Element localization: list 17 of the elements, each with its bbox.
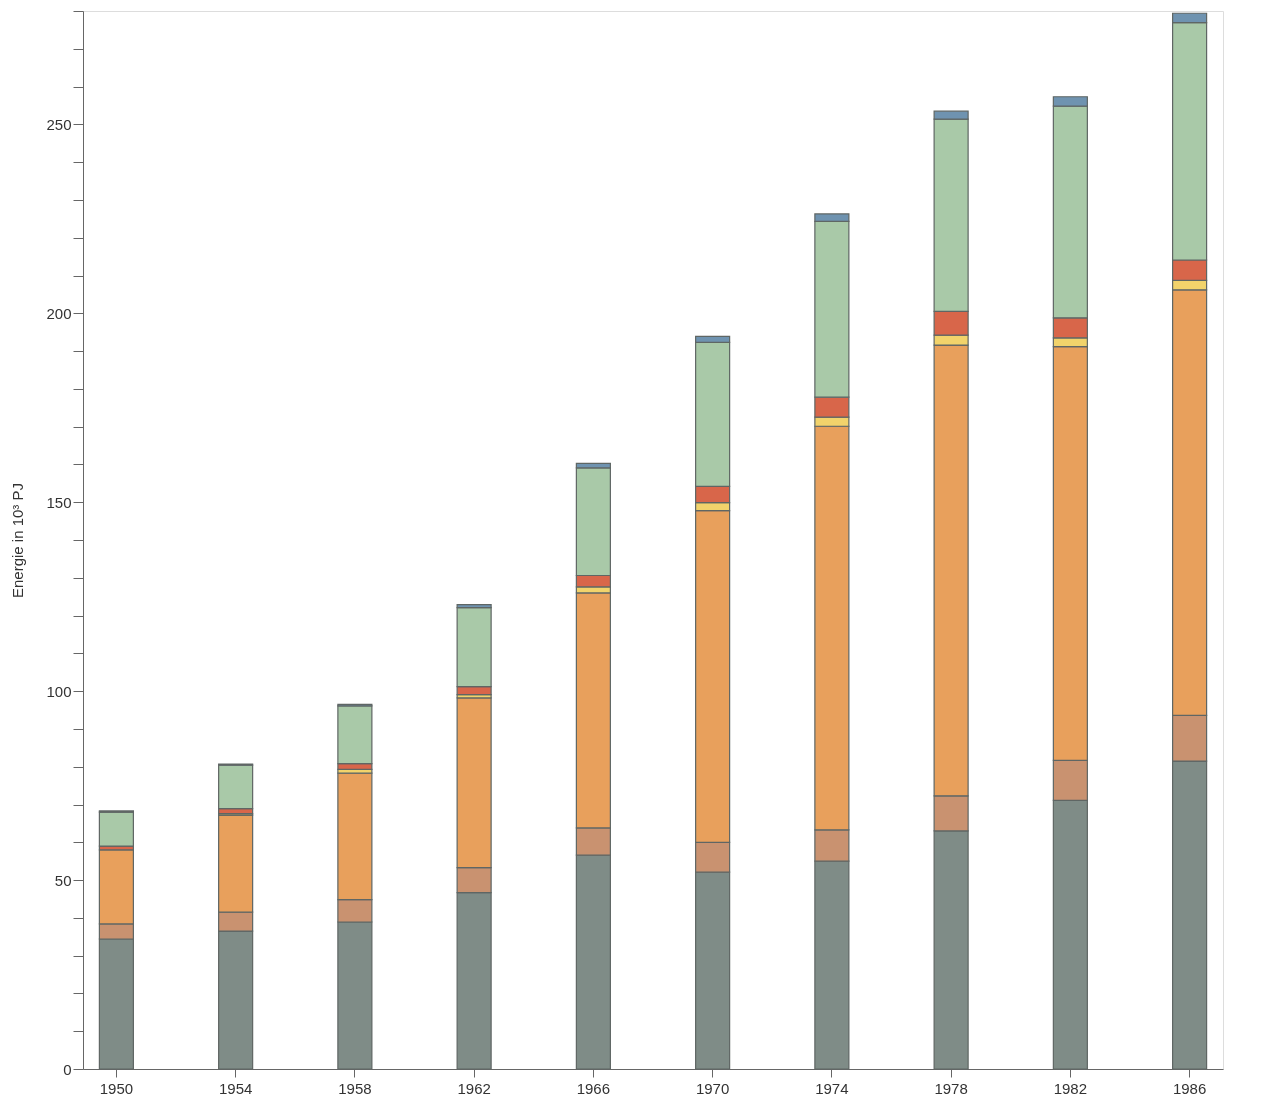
y-axis-title: Energie in 10³ PJ xyxy=(9,482,27,599)
y-tick-label: 250 xyxy=(46,115,72,133)
x-tick-label: 1970 xyxy=(695,1079,730,1097)
y-tick-label: 0 xyxy=(63,1060,72,1078)
x-tick-label: 1958 xyxy=(338,1079,372,1097)
y-tick-label: 100 xyxy=(46,682,72,700)
y-tick-label: 200 xyxy=(46,304,72,322)
x-tick-label: 1982 xyxy=(1053,1079,1088,1097)
x-tick-label: 1966 xyxy=(576,1079,611,1097)
x-tick-label: 1974 xyxy=(815,1079,849,1097)
y-tick-label: 50 xyxy=(54,871,72,889)
x-tick-label: 1954 xyxy=(218,1079,253,1097)
x-tick-label: 1962 xyxy=(457,1079,491,1097)
y-tick-label: 150 xyxy=(46,493,72,511)
x-tick-label: 1950 xyxy=(99,1079,134,1097)
x-tick-label: 1986 xyxy=(1172,1079,1207,1097)
x-tick-label: 1978 xyxy=(934,1079,968,1097)
